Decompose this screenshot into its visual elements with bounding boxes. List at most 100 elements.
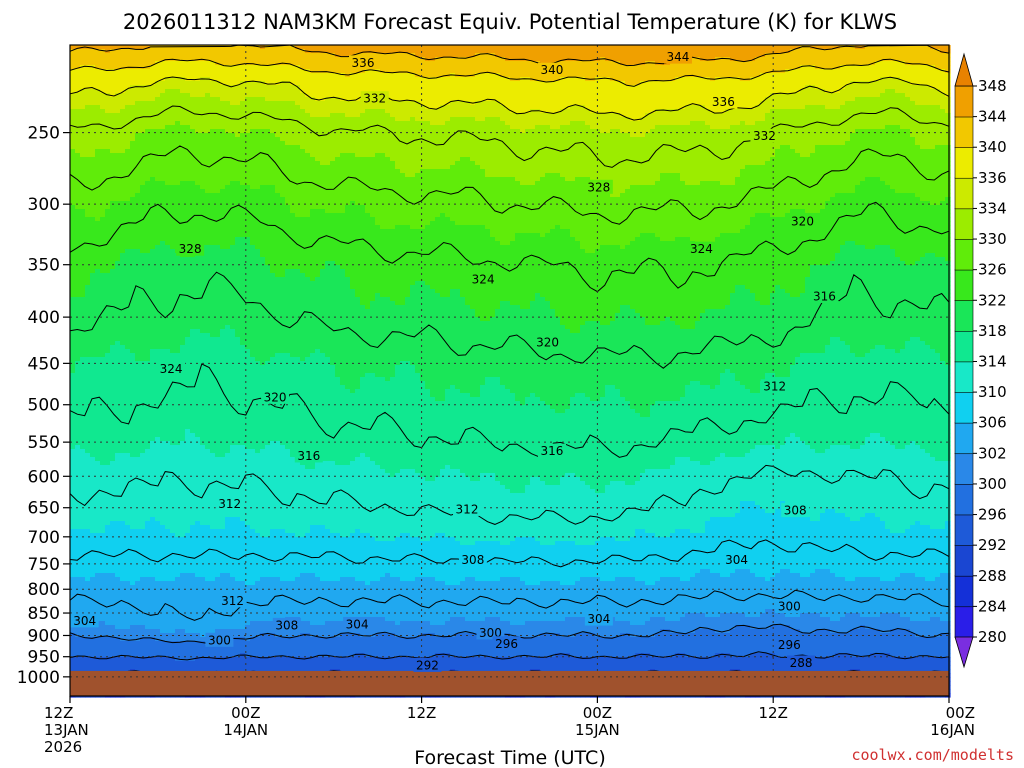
field-cell [70,109,76,114]
field-cell [200,593,206,598]
field-cell [175,589,181,594]
field-cell [130,249,136,254]
field-cell [125,325,131,330]
field-cell [80,269,86,274]
field-cell [155,89,161,94]
field-cell [135,429,141,434]
field-cell [150,49,156,54]
field-cell [150,625,156,630]
field-cell [70,473,76,478]
field-cell [195,513,201,518]
field-cell [155,409,161,414]
field-cell [80,605,86,610]
field-cell [115,233,121,238]
field-cell [120,205,126,210]
field-cell [75,157,81,162]
field-cell [175,117,181,122]
field-cell [200,325,206,330]
field-cell [90,545,96,550]
field-cell [160,645,166,650]
field-cell [110,641,116,646]
field-cell [75,173,81,178]
field-cell [175,153,181,158]
field-cell [70,633,76,638]
field-cell [195,65,201,70]
field-cell [115,249,121,254]
field-cell [155,417,161,422]
field-cell [145,245,151,250]
field-cell [215,389,221,394]
field-cell [100,277,106,282]
field-cell [180,449,186,454]
field-cell [80,261,86,266]
field-cell [80,85,86,90]
field-cell [110,217,116,222]
field-cell [110,593,116,598]
field-cell [145,473,151,478]
field-cell [180,465,186,470]
field-cell [105,413,111,418]
field-cell [80,349,86,354]
field-cell [210,465,216,470]
field-cell [215,145,221,150]
field-cell [95,77,101,82]
field-cell [125,525,131,530]
field-cell [155,581,161,586]
field-cell [165,297,171,302]
field-cell [115,473,121,478]
field-cell [195,385,201,390]
field-cell [160,449,166,454]
field-cell [90,413,96,418]
field-cell [135,173,141,178]
field-cell [110,621,116,626]
field-cell [90,105,96,110]
field-cell [190,361,196,366]
field-cell [85,81,91,86]
field-cell [100,373,106,378]
field-cell [185,185,191,190]
field-cell [115,177,121,182]
field-cell [140,129,146,134]
field-cell [150,209,156,214]
field-cell [135,349,141,354]
field-cell [70,65,76,70]
field-cell [105,333,111,338]
field-cell [115,373,121,378]
field-cell [180,493,186,498]
field-cell [175,161,181,166]
field-cell [130,581,136,586]
field-cell [210,281,216,286]
field-cell [85,185,91,190]
field-cell [85,169,91,174]
field-cell [175,405,181,410]
field-cell [165,89,171,94]
field-cell [150,197,156,202]
field-cell [210,85,216,90]
field-cell [125,153,131,158]
field-cell [70,181,76,186]
field-cell [85,137,91,142]
field-cell [135,433,141,438]
field-cell [95,297,101,302]
field-cell [130,425,136,430]
field-cell [115,133,121,138]
field-cell [80,297,86,302]
field-cell [215,661,221,666]
field-cell [170,189,176,194]
field-cell [100,405,106,410]
field-cell [200,473,206,478]
field-cell [185,297,191,302]
field-cell [100,529,106,534]
field-cell [180,537,186,542]
field-cell [105,665,111,670]
field-cell [100,257,106,262]
field-cell [195,305,201,310]
field-cell [135,281,141,286]
field-cell [195,533,201,538]
field-cell [140,597,146,602]
field-cell [185,593,191,598]
field-cell [105,637,111,642]
field-cell [115,389,121,394]
field-cell [110,57,116,62]
field-cell [100,197,106,202]
